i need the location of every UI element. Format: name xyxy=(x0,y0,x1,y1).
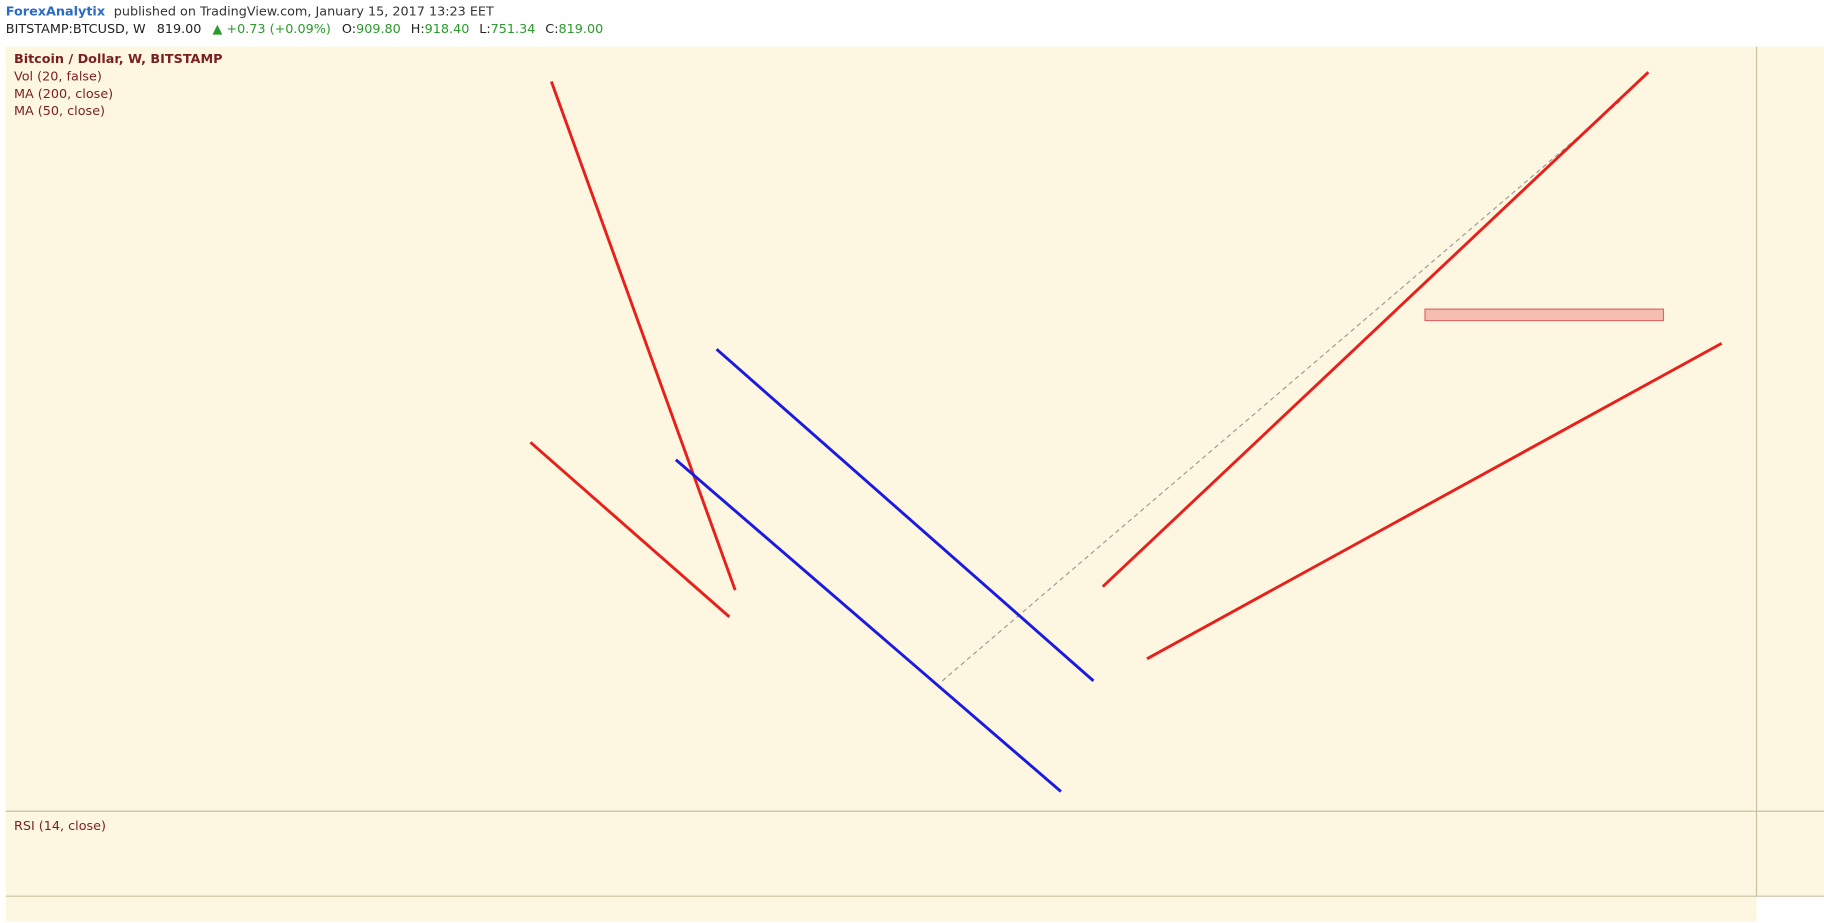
indicator-legend: MA (200, close) xyxy=(14,87,113,102)
trend-line xyxy=(550,80,737,591)
indicator-legend: MA (50, close) xyxy=(14,104,105,119)
trend-line xyxy=(529,441,731,618)
channel-line xyxy=(715,348,1095,682)
symbol: BITSTAMP:BTCUSD, W xyxy=(6,22,146,37)
ohlc-key: L: xyxy=(479,22,490,37)
labels: ForexAnalytix published on TradingView.c… xyxy=(5,4,1824,897)
ohlc-value: 751.34 xyxy=(491,22,536,37)
ohlc-key: C: xyxy=(545,22,558,37)
fib-diagonal xyxy=(941,98,1624,682)
ohlc-value: 819.00 xyxy=(559,22,604,37)
header-line: ForexAnalytix published on TradingView.c… xyxy=(6,4,494,19)
published: published on TradingView.com, January 15… xyxy=(114,4,494,19)
indicator-legend: Vol (20, false) xyxy=(14,69,102,84)
plot-background xyxy=(5,46,1757,897)
axis-background xyxy=(1756,46,1824,897)
indicator-legend: RSI (14, close) xyxy=(14,819,106,834)
ohlc-key: O: xyxy=(342,22,356,37)
last-price: 819.00 xyxy=(157,22,202,37)
symbol-line: BITSTAMP:BTCUSD, W 819.00 ▲ +0.73 (+0.09… xyxy=(6,22,603,37)
change: ▲ +0.73 (+0.09%) xyxy=(213,22,331,37)
zone-box xyxy=(1424,308,1665,322)
ohlc-value: 909.80 xyxy=(356,22,401,37)
channel-line xyxy=(674,458,1062,793)
ohlc-value: 918.40 xyxy=(425,22,470,37)
trend-line xyxy=(1101,71,1650,588)
trend-line xyxy=(1146,342,1723,661)
drawings xyxy=(529,71,1723,793)
publisher: ForexAnalytix xyxy=(6,4,106,19)
time-axis-background xyxy=(5,896,1757,922)
ohlc-key: H: xyxy=(411,22,425,37)
chart-title: Bitcoin / Dollar, W, BITSTAMP xyxy=(14,52,223,67)
